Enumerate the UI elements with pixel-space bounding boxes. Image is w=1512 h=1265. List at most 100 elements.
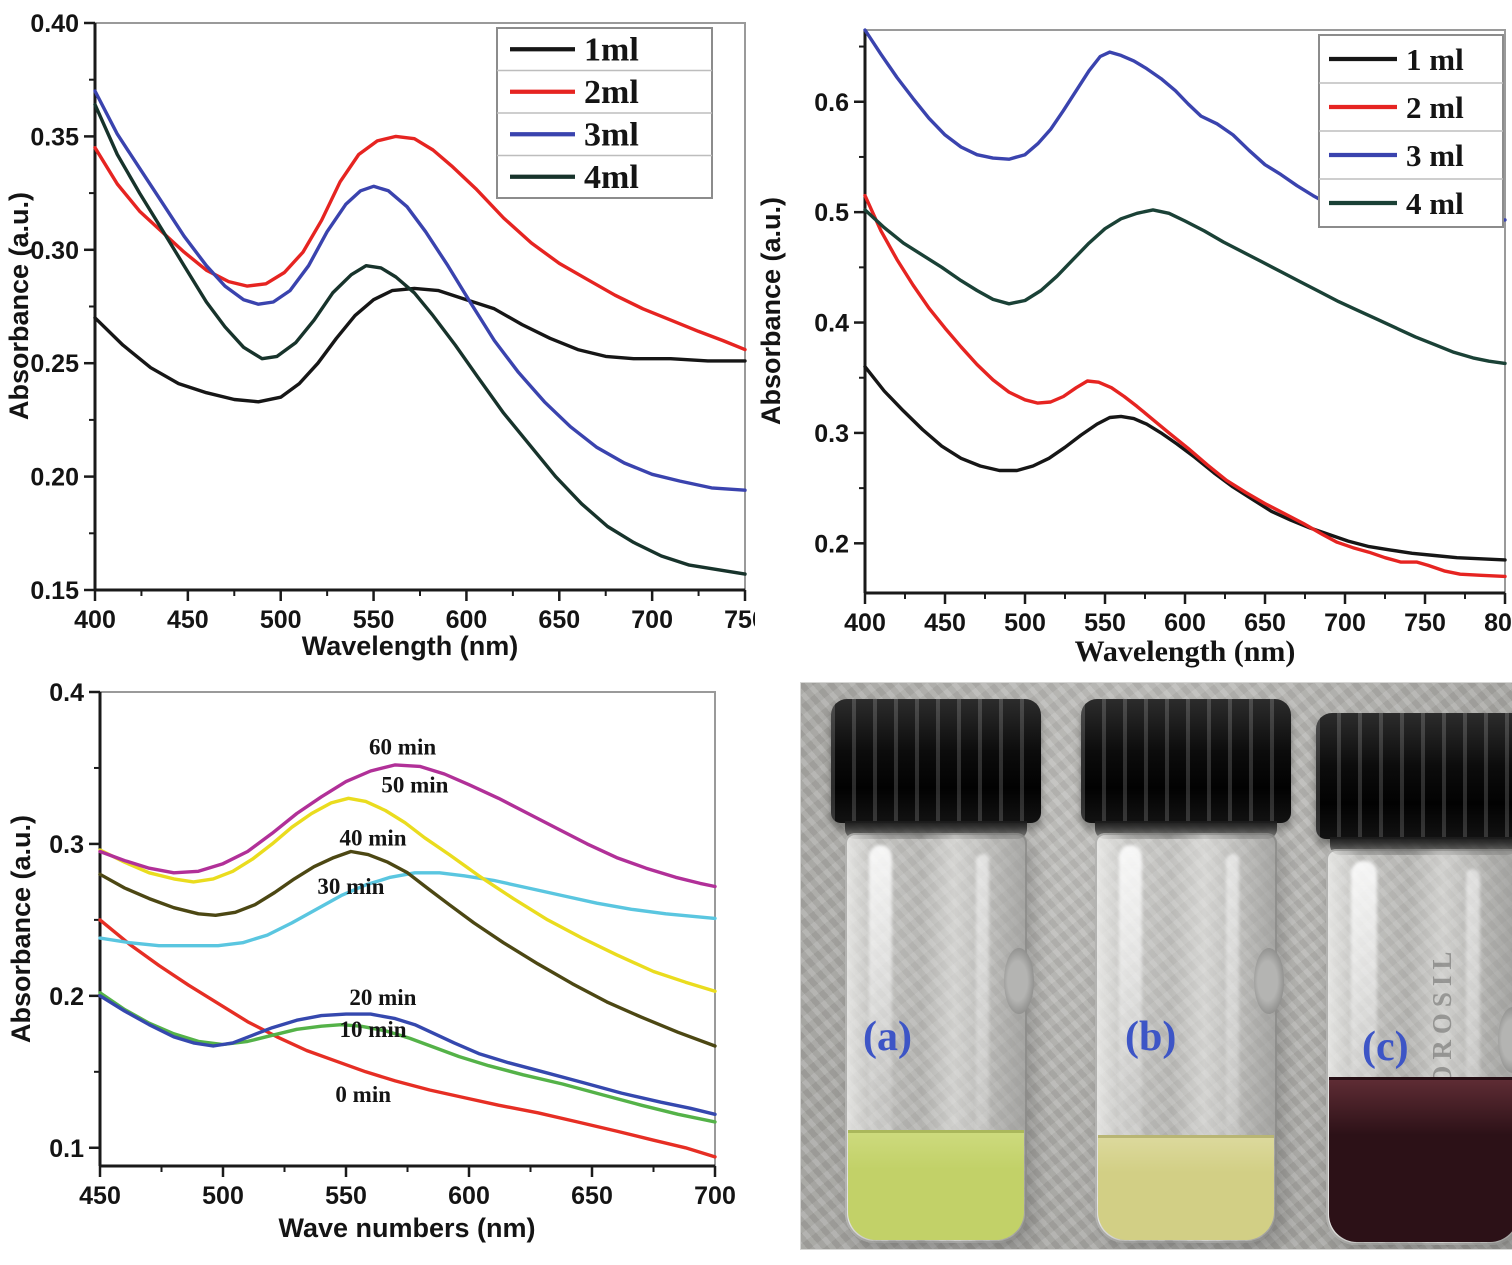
- annotation-40-min: 40 min: [340, 825, 407, 850]
- x-axis-tick-label: 550: [325, 1182, 367, 1210]
- glass-highlight: [1118, 845, 1143, 1215]
- y-axis-label: Absorbance (a.u.): [4, 192, 34, 420]
- y-axis-tick-label: 0.4: [49, 679, 84, 707]
- x-axis-tick-label: 700: [694, 1182, 736, 1210]
- y-axis-label: Absorbance (a.u.): [6, 815, 36, 1043]
- x-axis-label: Wavelength (nm): [1075, 635, 1296, 668]
- glass-reflection: [1254, 947, 1284, 1014]
- curve-60-min: [98, 763, 717, 889]
- curve-0-min: [98, 918, 717, 1159]
- vial-c-glass-body: BOROSIL: [1326, 849, 1512, 1245]
- y-axis-tick-label: 0.3: [49, 831, 84, 859]
- legend-entry-4ml: 4ml: [584, 159, 639, 196]
- vial-b-cap: [1081, 699, 1291, 823]
- x-axis-tick-label: 700: [1324, 609, 1366, 637]
- vial-a: (a): [831, 683, 1041, 1249]
- y-axis-tick-label: 0.6: [814, 89, 849, 117]
- x-axis-tick-label: 600: [446, 606, 488, 634]
- x-axis-tick-label: 500: [202, 1182, 244, 1210]
- legend-entry-1ml: 1ml: [584, 31, 639, 68]
- y-axis-tick-label: 0.35: [30, 123, 79, 151]
- x-axis-tick-label: 650: [1244, 609, 1286, 637]
- x-axis-tick-label: 650: [571, 1182, 613, 1210]
- curve-20-min: [98, 994, 717, 1116]
- x-axis-label: Wavelength (nm): [302, 631, 519, 661]
- y-axis-tick-label: 0.25: [30, 350, 79, 378]
- legend-entry-3ml: 3ml: [584, 116, 639, 153]
- x-axis-tick-label: 800: [1484, 609, 1512, 637]
- chart-absorbance-vs-wavelength-a: 400 450 500 550 600 650 700 750 0.15 0.20 0.25 0.30…: [0, 0, 755, 668]
- legend-entry-1-ml: 1 ml: [1406, 42, 1464, 77]
- x-axis-tick-label: 550: [353, 606, 395, 634]
- vials-photo: (a) (b) BOROSIL (c): [800, 682, 1512, 1250]
- glass-highlight: [868, 845, 893, 1215]
- annotation-60-min: 60 min: [369, 734, 436, 759]
- annotation-30-min: 30 min: [317, 874, 384, 899]
- legend-entry-4-ml: 4 ml: [1406, 186, 1464, 221]
- vial-a-glass-body: [845, 833, 1034, 1243]
- x-axis-tick-label: 500: [1004, 609, 1046, 637]
- legend-entry-2-ml: 2 ml: [1406, 90, 1464, 125]
- curve-3ml: [93, 89, 747, 492]
- vial-a-liquid: [848, 1130, 1024, 1240]
- y-axis-tick-label: 0.2: [814, 530, 849, 558]
- annotation-50-min: 50 min: [381, 772, 448, 797]
- legend-entry-3-ml: 3 ml: [1406, 138, 1464, 173]
- annotation-10-min: 10 min: [340, 1017, 407, 1042]
- x-axis-tick-label: 500: [260, 606, 302, 634]
- annotation-20-min: 20 min: [349, 985, 416, 1010]
- chart-absorbance-vs-wavelength-b: 400 450 500 550 600 650 700 750 800 0.2 0.3 0.4 0.5 0…: [756, 0, 1512, 672]
- y-axis-tick-label: 0.5: [814, 199, 849, 227]
- glass-reflection: [1004, 947, 1034, 1014]
- borosil-glass-text: BOROSIL: [1427, 945, 1458, 1111]
- x-axis-tick-label: 450: [924, 609, 966, 637]
- curve-30-min: [98, 871, 717, 948]
- y-axis-tick-label: 0.40: [30, 10, 79, 38]
- curve-40-min: [98, 849, 717, 1048]
- glass-reflection: [1498, 1007, 1512, 1074]
- y-axis-tick-label: 0.4: [814, 310, 849, 338]
- x-axis-tick-label: 600: [1164, 609, 1206, 637]
- vial-c: BOROSIL (c): [1316, 683, 1512, 1249]
- curve-2-ml: [863, 193, 1507, 579]
- curve-4ml: [93, 102, 747, 576]
- curve-2ml: [93, 134, 747, 352]
- vial-c-liquid: [1329, 1076, 1512, 1242]
- glass-highlight: [1226, 853, 1239, 1198]
- x-axis-tick-label: 750: [724, 606, 755, 634]
- y-axis-tick-label: 0.20: [30, 464, 79, 492]
- x-axis-tick-label: 400: [844, 609, 886, 637]
- vial-a-cap: [831, 699, 1041, 823]
- y-axis-tick-label: 0.30: [30, 237, 79, 265]
- x-axis-tick-label: 450: [79, 1182, 121, 1210]
- vial-b-liquid: [1098, 1134, 1274, 1240]
- legend-entry-2ml: 2ml: [584, 74, 639, 111]
- curve-50-min: [98, 796, 717, 993]
- x-axis-tick-label: 450: [167, 606, 209, 634]
- curve-10-min: [98, 991, 717, 1124]
- glass-highlight: [976, 853, 989, 1198]
- x-axis-tick-label: 700: [631, 606, 673, 634]
- vial-c-label: (c): [1362, 1024, 1409, 1070]
- x-axis-tick-label: 600: [448, 1182, 490, 1210]
- y-axis-tick-label: 0.1: [49, 1135, 84, 1163]
- y-axis-tick-label: 0.15: [30, 577, 79, 605]
- y-axis-tick-label: 0.2: [49, 983, 84, 1011]
- vial-a-label: (a): [863, 1014, 912, 1060]
- curve-1ml: [93, 286, 747, 404]
- vial-b-glass-body: [1095, 833, 1284, 1243]
- chart-absorbance-time-series: 450 500 550 600 650 700 0.1 0.2 0.3 0.4 Wave numbe…: [0, 675, 760, 1265]
- vial-b-label: (b): [1125, 1014, 1177, 1060]
- x-axis-label: Wave numbers (nm): [278, 1213, 535, 1243]
- y-axis-tick-label: 0.3: [814, 420, 849, 448]
- x-axis-tick-label: 400: [74, 606, 116, 634]
- curve-4-ml: [863, 208, 1507, 366]
- vial-c-cap: [1316, 713, 1512, 839]
- annotation-0-min: 0 min: [335, 1082, 391, 1107]
- y-axis-label: Absorbance (a.u.): [756, 197, 786, 425]
- vial-b: (b): [1081, 683, 1291, 1249]
- x-axis-tick-label: 750: [1404, 609, 1446, 637]
- curve-1-ml: [863, 365, 1507, 562]
- x-axis-tick-label: 550: [1084, 609, 1126, 637]
